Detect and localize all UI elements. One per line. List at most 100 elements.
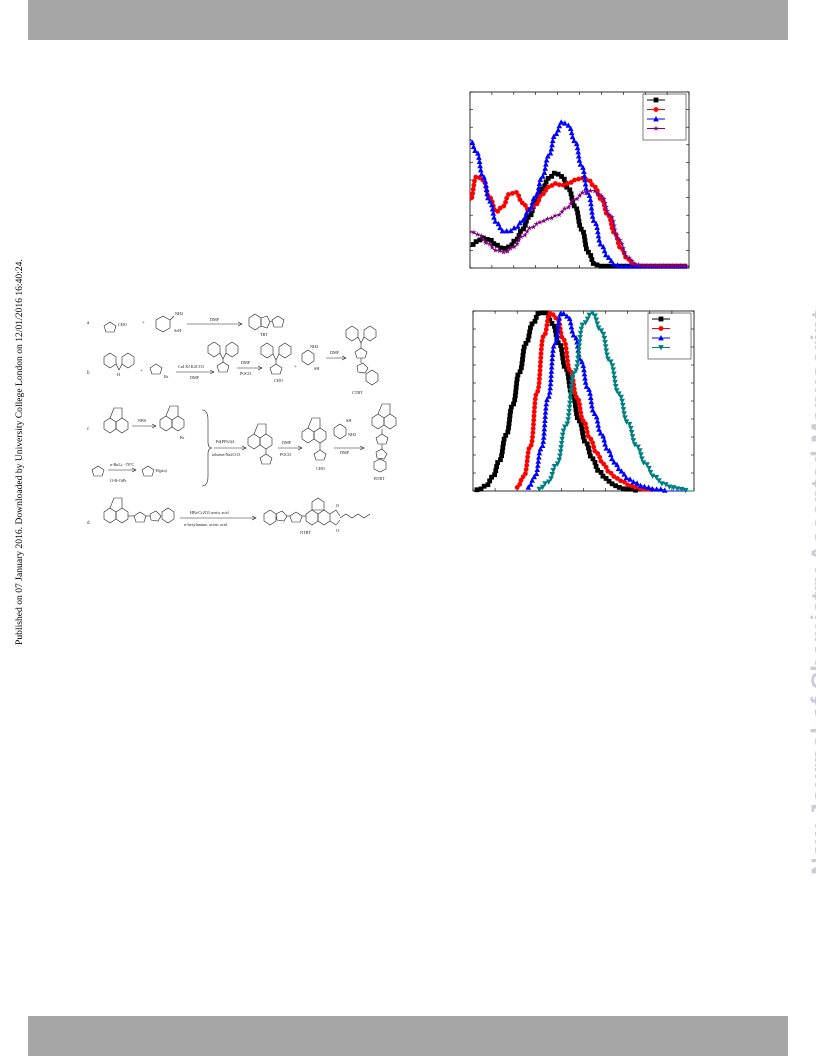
series-1-point xyxy=(520,352,526,358)
series-4-point xyxy=(604,207,611,214)
series-4-point xyxy=(557,453,563,459)
chart2-legend xyxy=(647,312,692,360)
series-3-point xyxy=(549,141,555,148)
series-3-point xyxy=(476,158,483,165)
series-4-point xyxy=(578,326,585,333)
series-1-point xyxy=(526,333,532,339)
series-2-point xyxy=(539,338,545,344)
series-2-point xyxy=(552,181,558,186)
series-1-point xyxy=(529,321,535,327)
series-3-point xyxy=(520,217,526,223)
svg-text:CHO: CHO xyxy=(274,378,283,383)
series-2-point xyxy=(536,197,542,203)
series-1-point xyxy=(501,436,507,442)
series-3-point xyxy=(535,458,542,464)
series-3-point xyxy=(528,481,534,487)
series-3-point xyxy=(487,198,493,204)
series-1-point xyxy=(539,186,545,192)
series-4-point xyxy=(565,413,572,419)
series-4-point xyxy=(541,217,547,224)
series-3-point xyxy=(554,331,561,338)
series-4-point xyxy=(579,322,586,328)
series-4-point xyxy=(665,263,671,269)
series-1-point xyxy=(494,464,499,469)
series-3-point xyxy=(543,157,550,163)
journal-watermark: New Journal of Chemistry Accepted Manusc… xyxy=(807,310,816,875)
series-3-point xyxy=(574,339,580,345)
series-4-point xyxy=(635,261,642,268)
series-1-point xyxy=(511,401,516,407)
series-3-point xyxy=(568,129,575,136)
series-4-point xyxy=(619,398,625,405)
series-4-point xyxy=(577,330,584,337)
svg-text:DMF: DMF xyxy=(210,317,220,322)
series-4-point xyxy=(567,400,573,406)
series-2-point xyxy=(538,359,543,365)
series-4-point xyxy=(592,313,598,319)
svg-text:+: + xyxy=(142,321,145,326)
svg-text:B(pin): B(pin) xyxy=(156,468,168,473)
series-1-point xyxy=(513,385,519,390)
series-4-point xyxy=(524,228,530,235)
series-2-point xyxy=(530,434,535,440)
series-2-point xyxy=(524,458,530,464)
series-2-point xyxy=(495,208,501,214)
series-4-point xyxy=(548,215,555,221)
series-2-point xyxy=(576,397,582,403)
row-label-d: d xyxy=(87,521,90,526)
series-4-point xyxy=(618,394,624,401)
series-3-point xyxy=(488,201,495,208)
series-3-point xyxy=(603,445,610,451)
series-1-point xyxy=(506,244,512,250)
series-2-point xyxy=(591,444,597,450)
series-2-point xyxy=(538,346,544,352)
series-4-point xyxy=(611,371,617,377)
footer-bar xyxy=(28,1016,788,1056)
series-3-point xyxy=(478,171,485,177)
series-4-point xyxy=(570,197,576,203)
series-1-point xyxy=(500,445,506,450)
series-4-point xyxy=(660,263,667,269)
svg-text:+: + xyxy=(140,369,143,374)
series-3-point xyxy=(535,188,541,195)
series-2-point xyxy=(529,438,535,444)
series-3-point xyxy=(542,413,549,419)
series-3-point xyxy=(661,487,668,493)
series-3-point xyxy=(567,125,574,132)
series-2-point xyxy=(565,358,570,364)
series-2-point xyxy=(538,355,544,361)
series-3-point xyxy=(611,459,617,465)
svg-text:SH: SH xyxy=(314,366,319,371)
series-3-point xyxy=(542,409,549,415)
series-3-point xyxy=(582,375,588,381)
series-2-point xyxy=(615,240,621,246)
series-3-point xyxy=(547,150,554,156)
series-3-point xyxy=(583,185,589,191)
series-4-point xyxy=(617,237,623,243)
row-label-a: a xyxy=(87,321,90,326)
compound-ctbt: CTBT xyxy=(352,390,363,395)
series-3-point xyxy=(634,480,640,486)
series-2-point xyxy=(536,384,542,390)
series-3-point xyxy=(600,433,607,439)
series-3-point xyxy=(469,139,476,146)
series-2-point xyxy=(572,390,578,396)
series-3-point xyxy=(546,393,552,399)
series-3-point xyxy=(549,355,556,362)
series-4-point xyxy=(584,316,591,323)
series-4-point xyxy=(612,384,619,390)
series-4-point xyxy=(530,224,537,230)
series-4-point xyxy=(628,425,634,432)
series-4-point xyxy=(611,222,617,228)
series-4-point xyxy=(556,457,563,463)
series-4-point xyxy=(622,252,629,259)
svg-text:CHO: CHO xyxy=(118,322,127,327)
series-1-point xyxy=(532,318,538,324)
series-4-point xyxy=(613,388,620,394)
series-4-point xyxy=(515,237,522,243)
series-2-point xyxy=(504,195,510,201)
series-4-point xyxy=(582,320,589,326)
series-1-point xyxy=(539,310,545,316)
series-2-point xyxy=(532,405,537,410)
series-4-point xyxy=(474,231,481,237)
